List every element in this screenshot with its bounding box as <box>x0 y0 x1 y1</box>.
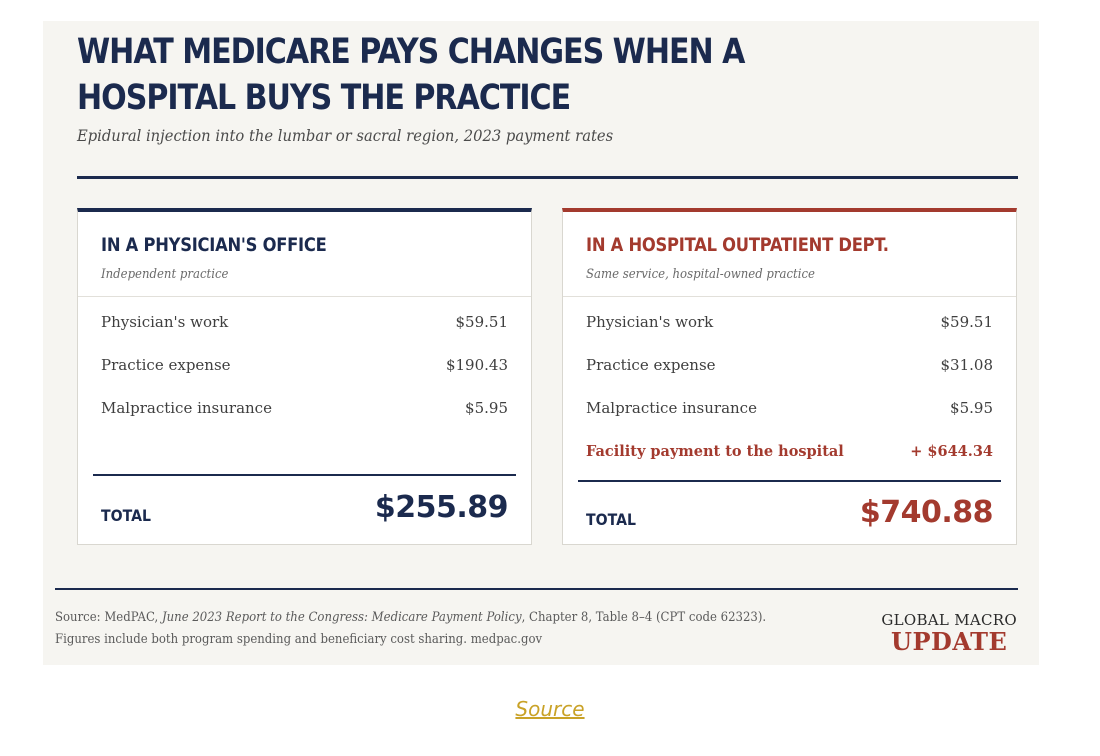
source-suffix: , Chapter 8, Table 8–4 (CPT code 62323).… <box>55 610 767 647</box>
office-total-value: $255.89 <box>374 490 509 525</box>
office-row-practice-expense: Practice expense $190.43 <box>101 356 508 380</box>
source-link[interactable]: Source <box>515 697 585 721</box>
hospital-row-practice-expense: Practice expense $31.08 <box>586 356 993 380</box>
row-value: $5.95 <box>950 399 993 417</box>
physician-office-card: IN A PHYSICIAN'S OFFICE Independent prac… <box>77 208 532 545</box>
hospital-row-malpractice: Malpractice insurance $5.95 <box>586 399 993 423</box>
hospital-row-facility-payment: Facility payment to the hospital + $644.… <box>586 443 993 467</box>
footer-divider <box>55 588 1018 590</box>
row-value: $190.43 <box>445 356 508 374</box>
row-label: Practice expense <box>586 356 716 374</box>
hospital-total-label: TOTAL <box>586 510 636 529</box>
hospital-outpatient-card: IN A HOSPITAL OUTPATIENT DEPT. Same serv… <box>562 208 1017 545</box>
hospital-card-header: IN A HOSPITAL OUTPATIENT DEPT. Same serv… <box>563 212 1016 297</box>
row-label: Practice expense <box>101 356 231 374</box>
source-report-title: June 2023 Report to the Congress: Medica… <box>161 610 522 625</box>
office-row-malpractice: Malpractice insurance $5.95 <box>101 399 508 423</box>
header-divider <box>77 176 1018 179</box>
brand-logo-top: GLOBAL MACRO <box>881 611 1017 629</box>
row-label: Malpractice insurance <box>101 399 272 417</box>
infographic-panel: WHAT MEDICARE PAYS CHANGES WHEN A HOSPIT… <box>43 21 1039 665</box>
hospital-card-title: IN A HOSPITAL OUTPATIENT DEPT. <box>586 234 889 256</box>
row-value: + $644.34 <box>910 443 993 460</box>
source-prefix: Source: MedPAC, <box>55 610 162 625</box>
row-value: $5.95 <box>465 399 508 417</box>
brand-logo: GLOBAL MACRO UPDATE <box>881 611 1017 655</box>
row-value: $59.51 <box>940 313 994 331</box>
row-label: Physician's work <box>586 313 714 331</box>
source-note: Source: MedPAC, June 2023 Report to the … <box>55 607 793 651</box>
row-label: Facility payment to the hospital <box>586 443 844 460</box>
office-card-header: IN A PHYSICIAN'S OFFICE Independent prac… <box>78 212 531 297</box>
brand-logo-bottom: UPDATE <box>891 627 1008 656</box>
office-card-title: IN A PHYSICIAN'S OFFICE <box>101 234 327 256</box>
office-total-divider <box>93 474 516 476</box>
office-total-label: TOTAL <box>101 506 151 525</box>
hospital-total-value: $740.88 <box>859 495 994 530</box>
row-value: $31.08 <box>940 356 994 374</box>
office-card-subtitle: Independent practice <box>101 267 229 282</box>
hospital-row-physician-work: Physician's work $59.51 <box>586 313 993 337</box>
page-title: WHAT MEDICARE PAYS CHANGES WHEN A HOSPIT… <box>77 32 745 118</box>
page-subtitle: Epidural injection into the lumbar or sa… <box>77 126 614 145</box>
row-label: Malpractice insurance <box>586 399 757 417</box>
hospital-total-divider <box>578 480 1001 482</box>
row-label: Physician's work <box>101 313 229 331</box>
row-value: $59.51 <box>455 313 509 331</box>
hospital-card-subtitle: Same service, hospital-owned practice <box>586 267 815 282</box>
office-row-physician-work: Physician's work $59.51 <box>101 313 508 337</box>
